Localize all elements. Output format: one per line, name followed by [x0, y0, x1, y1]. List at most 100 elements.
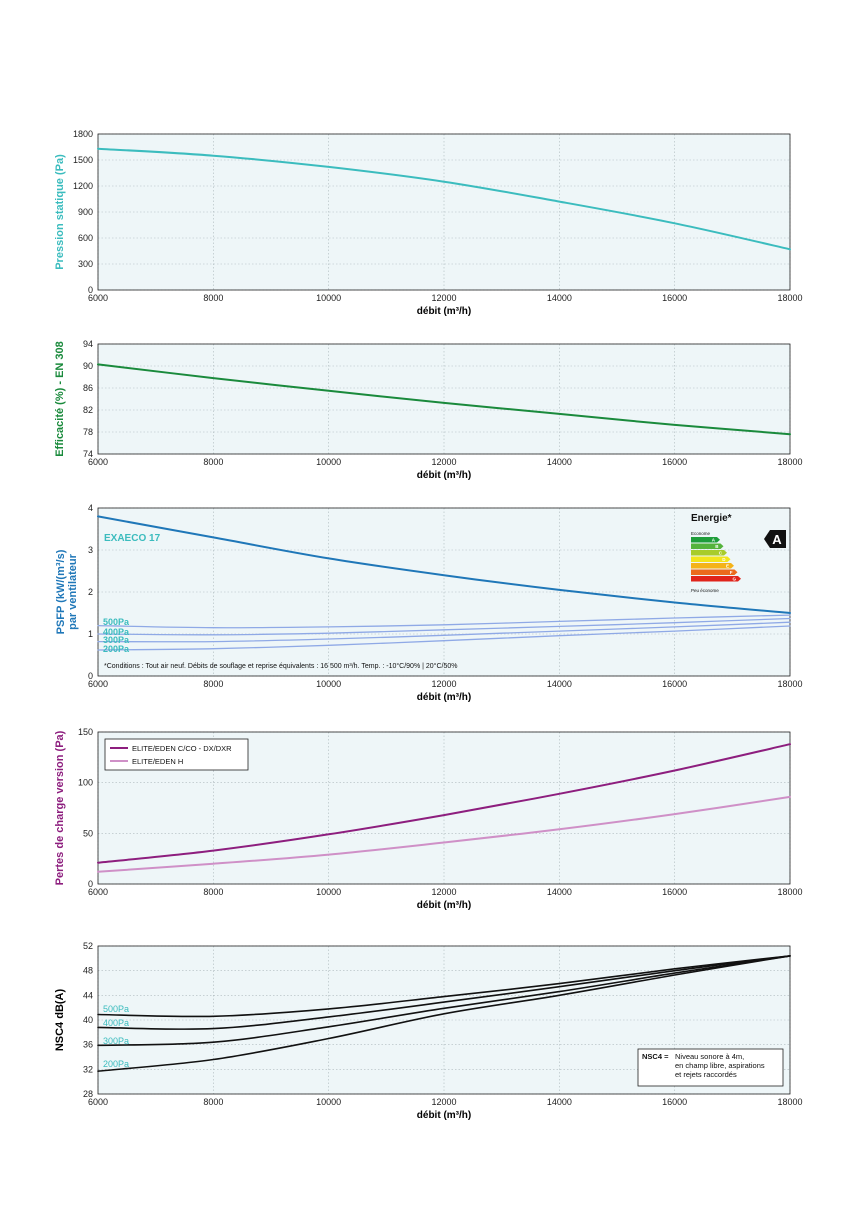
x-tick-label: 8000	[203, 293, 223, 303]
chart-nsc4: 6000 8000 10000 12000 14000 16000 18000 28 32 36 4…	[54, 941, 803, 1121]
series-line-400pa	[97, 955, 791, 1030]
series-line-200pa	[97, 625, 791, 651]
y-tick-label: 0	[88, 285, 93, 295]
pressure-series-label: 200Pa	[103, 644, 130, 654]
energy-class-bar	[691, 556, 731, 562]
energy-econome-label: Econome	[691, 531, 711, 536]
y-tick-label: 1200	[73, 181, 93, 191]
x-tick-label: 16000	[662, 457, 687, 467]
legend-box	[104, 738, 249, 771]
energy-class-bar	[691, 537, 720, 543]
x-tick-label: 10000	[316, 887, 341, 897]
y-tick-label: 78	[83, 427, 93, 437]
conditions-note: *Conditions : Tout air neuf. Débits de s…	[104, 662, 457, 670]
energy-class-bar	[691, 543, 724, 549]
y-tick-label: 48	[83, 966, 93, 976]
series-group	[97, 743, 791, 873]
y-tick-label: 74	[83, 449, 93, 459]
x-axis-label: débit (m³/h)	[417, 470, 471, 481]
series-line-efficacite	[97, 363, 791, 436]
x-tick-label: 18000	[777, 679, 802, 689]
series-line-elite-eden-c-co-dx-dxr	[97, 743, 791, 864]
y-tick-label: 2	[88, 587, 93, 597]
plot-frame	[97, 945, 791, 1095]
y-tick-label: 600	[78, 233, 93, 243]
series-line-500pa	[97, 955, 791, 1018]
energy-class-letter: G	[732, 577, 736, 582]
y-tick-label: 90	[83, 361, 93, 371]
series-line-300pa	[97, 955, 791, 1047]
x-tick-label: 6000	[88, 1097, 108, 1107]
energy-class-bar	[691, 550, 727, 556]
y-tick-label: 36	[83, 1040, 93, 1050]
energy-class-letter: E	[726, 564, 729, 569]
energy-title: Energie*	[691, 513, 732, 524]
energy-class-letter: A	[712, 538, 716, 543]
nsc4-note-line: en champ libre, aspirations	[675, 1061, 765, 1070]
energy-class-bar	[691, 576, 741, 582]
energy-class-bar	[691, 563, 734, 569]
x-tick-label: 18000	[777, 457, 802, 467]
energy-class-letter: D	[722, 557, 726, 562]
x-tick-label: 12000	[431, 887, 456, 897]
x-tick-label: 6000	[88, 457, 108, 467]
energy-rating-letter: A	[772, 532, 782, 547]
y-tick-label: 150	[78, 727, 93, 737]
legend-entry: ELITE/EDEN C/CO - DX/DXR	[132, 744, 232, 753]
x-tick-label: 18000	[777, 293, 802, 303]
plot-frame	[97, 731, 791, 885]
energy-class-letter: F	[730, 570, 733, 575]
y-tick-label: 100	[78, 778, 93, 788]
y-axis-label: Pertes de charge version (Pa)	[54, 730, 66, 885]
y-tick-label: 3	[88, 545, 93, 555]
series-line-elite-eden-h	[97, 795, 791, 873]
nsc4-note-box	[637, 1048, 784, 1087]
x-tick-label: 16000	[662, 293, 687, 303]
pressure-series-label: 400Pa	[103, 627, 130, 637]
energy-class-letter: B	[715, 544, 719, 549]
x-tick-label: 12000	[431, 679, 456, 689]
series-group	[97, 515, 791, 651]
y-axis-label: NSC4 dB(A)	[54, 989, 66, 1052]
legend: ELITE/EDEN C/CO - DX/DXR ELITE/EDEN H	[104, 738, 249, 771]
pressure-series-label: 300Pa	[103, 635, 130, 645]
x-tick-label: 8000	[203, 887, 223, 897]
y-axis-label: Efficacité (%) - EN 308	[54, 341, 66, 457]
chart-psfp: 6000 8000 10000 12000 14000 16000 18000 0 1 2 3 4 dé…	[55, 503, 803, 703]
x-tick-label: 16000	[662, 679, 687, 689]
x-axis-label: débit (m³/h)	[417, 1110, 471, 1121]
series-group	[97, 363, 791, 436]
pressure-series-label: 500Pa	[103, 617, 130, 627]
x-tick-label: 14000	[547, 1097, 572, 1107]
y-tick-label: 1	[88, 629, 93, 639]
y-tick-label: 86	[83, 383, 93, 393]
y-tick-label: 4	[88, 503, 93, 513]
energy-class-bar	[691, 569, 738, 575]
plot-frame	[97, 343, 791, 455]
plot-area	[98, 344, 790, 454]
x-tick-label: 12000	[431, 293, 456, 303]
x-tick-label: 16000	[662, 1097, 687, 1107]
y-tick-label: 52	[83, 941, 93, 951]
y-tick-label: 300	[78, 259, 93, 269]
x-tick-label: 10000	[316, 679, 341, 689]
pressure-series-label: 500Pa	[103, 1004, 129, 1014]
nsc4-note-key: NSC4 =	[642, 1052, 669, 1061]
x-tick-label: 8000	[203, 679, 223, 689]
x-tick-label: 8000	[203, 1097, 223, 1107]
x-tick-label: 14000	[547, 679, 572, 689]
y-tick-label: 0	[88, 879, 93, 889]
y-tick-label: 40	[83, 1015, 93, 1025]
pressure-series-label: 200Pa	[103, 1059, 129, 1069]
energy-class-letter: C	[719, 551, 723, 556]
chart-pression: 6000 8000 10000 12000 14000 16000 18000 0 300 600…	[54, 129, 803, 317]
x-axis-label: débit (m³/h)	[417, 900, 471, 911]
nsc4-note-line: et rejets raccordés	[675, 1070, 737, 1079]
plot-frame	[97, 133, 791, 291]
y-axis-label-line2: par ventilateur	[67, 553, 79, 630]
y-tick-label: 0	[88, 671, 93, 681]
x-tick-label: 12000	[431, 1097, 456, 1107]
x-tick-label: 10000	[316, 293, 341, 303]
